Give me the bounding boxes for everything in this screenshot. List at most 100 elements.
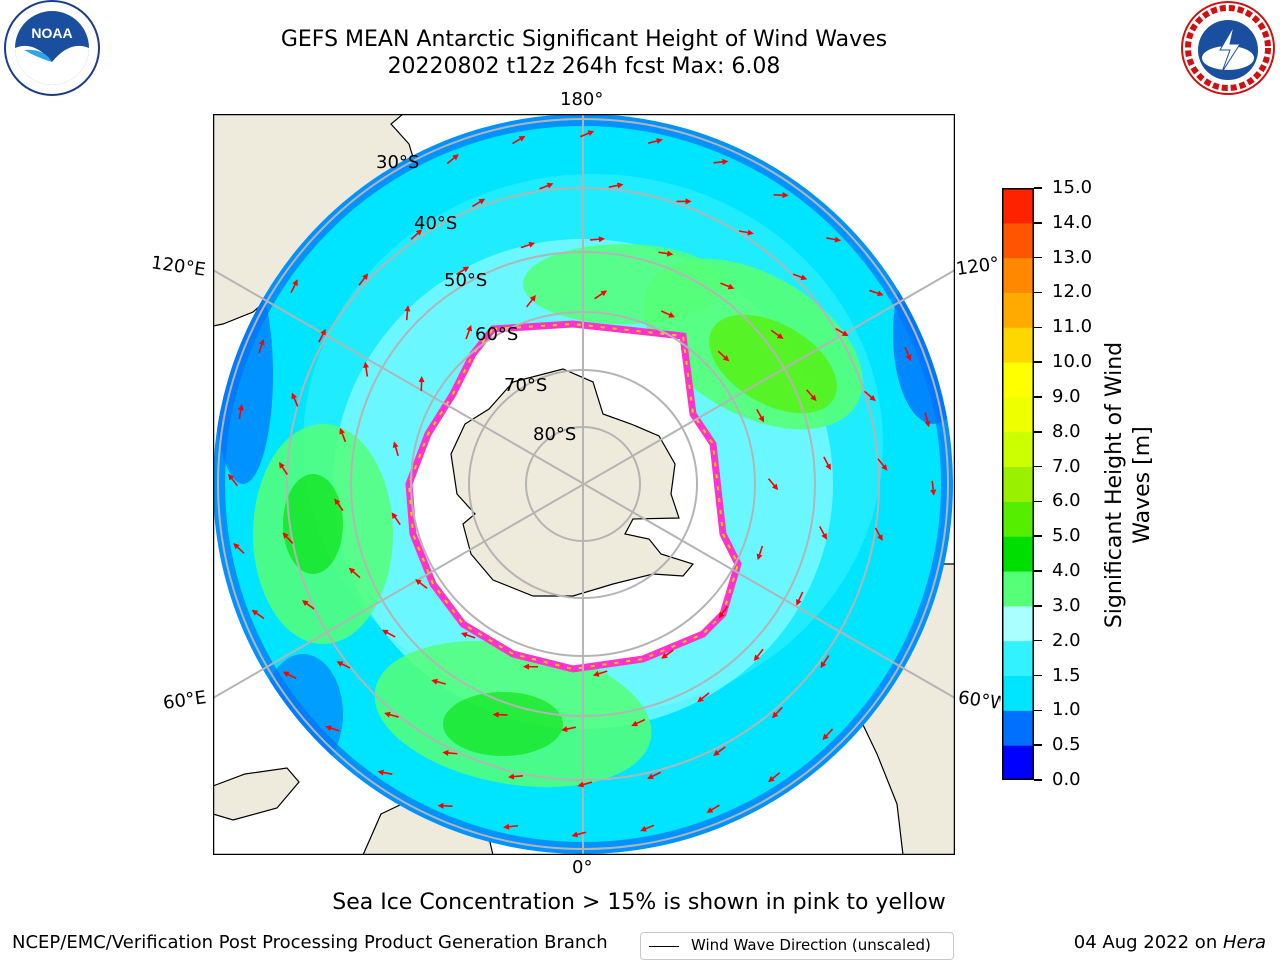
wave-direction-arrow	[768, 772, 781, 783]
colorbar-tick-label: 1.5	[1052, 664, 1081, 686]
colorbar-tick-label: 15.0	[1052, 177, 1093, 198]
colorbar-tick-mark	[1034, 222, 1042, 224]
colorbar-tick-label: 0.5	[1052, 734, 1081, 756]
wave-direction-arrow	[820, 655, 830, 669]
wave-direction-arrow	[418, 376, 425, 392]
wave-direction-arrow	[492, 711, 508, 718]
colorbar-tick-mark	[1034, 605, 1042, 607]
wave-direction-arrow	[228, 473, 238, 487]
wave-direction-arrow	[233, 543, 245, 554]
colorbar-tick-mark	[1034, 639, 1042, 642]
wave-direction-arrow	[647, 771, 661, 779]
polar-map-canvas	[212, 113, 956, 856]
colorbar-segment	[1002, 536, 1034, 572]
colorbar-segment	[1002, 222, 1034, 259]
colorbar-tick-mark	[1034, 535, 1042, 537]
colorbar-tick-mark	[1034, 570, 1042, 572]
wave-direction-arrow	[720, 282, 735, 290]
date-text: 04 Aug 2022 on	[1073, 932, 1223, 953]
map-subtitle: 20220802 t12z 264h fcst Max: 6.08	[387, 54, 781, 79]
wave-direction-arrow	[806, 389, 817, 402]
colorbar-segment	[1002, 640, 1034, 677]
colorbar-tick-label: 9.0	[1052, 385, 1081, 407]
wave-direction-arrow	[334, 498, 344, 512]
wave-direction-arrow	[336, 661, 351, 669]
wind-wave-arrows	[228, 130, 937, 838]
lon-label-180: 180°	[560, 89, 604, 110]
colorbar-segment	[1002, 745, 1034, 780]
wave-direction-arrow	[279, 461, 288, 476]
colorbar-tick-label: 2.0	[1052, 629, 1081, 651]
lon-label-120w: 120°W	[954, 253, 1002, 280]
wave-direction-arrow	[767, 478, 779, 491]
colorbar-tick-mark	[1034, 291, 1042, 294]
colorbar-tick-label: 6.0	[1052, 490, 1081, 512]
colorbar-tick-mark	[1034, 256, 1042, 259]
wave-direction-arrow	[391, 512, 401, 526]
lat-label-30s: 30°S	[376, 152, 420, 173]
wave-direction-arrow	[460, 632, 476, 639]
lon-label-60w: 60°W	[956, 687, 1002, 714]
wave-direction-arrow	[877, 458, 888, 471]
colorbar-tick-label: 1.0	[1052, 699, 1081, 721]
wave-direction-arrow	[713, 158, 729, 165]
colorbar-tick-label: 5.0	[1052, 525, 1081, 547]
wave-direction-arrow	[770, 329, 784, 340]
wave-direction-arrow	[874, 527, 883, 542]
colorbar-segment	[1002, 571, 1034, 607]
colorbar-tick-label: 7.0	[1052, 455, 1081, 477]
lat-label-40s: 40°S	[414, 213, 458, 234]
colorbar-segment	[1002, 605, 1034, 642]
colorbar-segment	[1002, 257, 1034, 293]
wave-direction-arrow	[561, 726, 577, 732]
wave-direction-arrow	[291, 392, 299, 407]
wave-direction-arrow	[381, 629, 396, 638]
colorbar-tick-label: 14.0	[1052, 211, 1093, 233]
wave-direction-arrow	[753, 648, 764, 662]
wave-direction-arrow	[904, 346, 912, 361]
colorbar-segment	[1002, 710, 1034, 746]
colorbar-tick-mark	[1034, 500, 1042, 503]
wave-direction-arrow	[472, 198, 486, 208]
colorbar-tick-mark	[1034, 779, 1042, 781]
wave-direction-arrow	[539, 182, 554, 190]
svg-text:NOAA: NOAA	[31, 25, 72, 41]
wave-direction-arrow	[290, 279, 298, 294]
colorbar-tick-label: 8.0	[1052, 420, 1081, 442]
wave-direction-arrow	[237, 404, 244, 420]
wave-direction-arrow	[835, 327, 849, 337]
wave-direction-arrow	[822, 728, 834, 741]
date-stamp: 04 Aug 2022 on Hera	[1074, 932, 1266, 953]
africa-landmass	[213, 767, 300, 821]
wave-direction-arrow	[523, 663, 539, 670]
wave-direction-arrow	[823, 456, 831, 471]
lat-label-70s: 70°S	[504, 375, 548, 396]
wave-direction-arrow	[718, 605, 729, 619]
map-title: GEFS MEAN Antarctic Significant Height o…	[280, 27, 888, 52]
wave-direction-arrow	[756, 408, 765, 423]
credit-text: NCEP/EMC/Verification Post Processing Pr…	[12, 932, 608, 953]
wave-direction-arrow	[771, 706, 783, 719]
colorbar-segment	[1002, 466, 1034, 502]
colorbar-segment	[1002, 431, 1034, 468]
wave-direction-arrow	[282, 532, 294, 544]
wave-direction-arrow	[415, 579, 428, 589]
wave-direction-arrow	[325, 725, 340, 732]
wave-direction-arrow	[697, 692, 710, 703]
wave-direction-arrow	[631, 718, 646, 727]
wave-direction-arrow	[301, 600, 315, 610]
wave-direction-arrow	[446, 154, 459, 165]
wave-direction-arrow	[363, 361, 369, 377]
wave-direction-arrow	[608, 182, 624, 189]
colorbar-tick-mark	[1034, 187, 1042, 189]
colorbar-tick-label: 0.0	[1052, 769, 1081, 790]
lon-label-120e: 120°E	[149, 252, 207, 281]
wave-direction-arrow	[571, 831, 587, 838]
colorbar-segment	[1002, 327, 1034, 363]
wave-direction-arrow	[384, 711, 399, 718]
wave-direction-arrow	[358, 273, 369, 286]
wave-direction-arrow	[648, 138, 663, 144]
colorbar-tick-mark	[1034, 674, 1042, 677]
wave-direction-arrow	[410, 229, 423, 240]
colorbar-segment	[1002, 362, 1034, 398]
